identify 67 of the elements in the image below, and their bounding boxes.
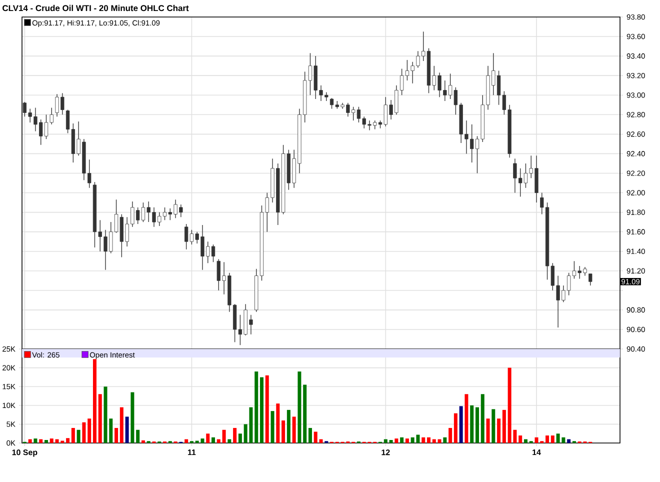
bar — [303, 384, 307, 443]
bar — [276, 404, 280, 443]
bar — [238, 434, 242, 443]
bar — [34, 438, 38, 443]
bar — [125, 416, 129, 443]
bar — [130, 392, 134, 443]
bar — [292, 416, 296, 443]
bar — [206, 434, 210, 443]
bar — [389, 440, 393, 443]
bar — [254, 372, 258, 443]
bar — [82, 422, 86, 443]
bar — [260, 377, 264, 443]
bar — [400, 437, 404, 443]
bar — [550, 435, 554, 443]
bar — [44, 440, 48, 443]
chart-title: CLV14 - Crude Oil WTI - 20 Minute OHLC Chart — [2, 4, 189, 12]
bar — [405, 438, 409, 443]
bar — [486, 418, 490, 443]
bar — [286, 410, 290, 443]
bar — [448, 428, 452, 443]
bar — [459, 406, 463, 443]
bar — [66, 438, 70, 443]
bar — [443, 437, 447, 443]
bar — [76, 430, 80, 443]
bar — [88, 418, 92, 443]
bar — [475, 407, 479, 443]
bar — [233, 428, 237, 443]
bar — [222, 430, 226, 443]
bar — [454, 413, 458, 443]
bar — [546, 435, 550, 443]
bar — [394, 438, 398, 443]
bar — [98, 394, 102, 443]
bar — [265, 375, 269, 443]
bar — [502, 410, 506, 443]
bar — [480, 394, 484, 443]
bar — [319, 439, 323, 443]
bar — [228, 439, 232, 443]
bar — [308, 428, 312, 443]
bar — [497, 418, 501, 443]
bar — [270, 411, 274, 443]
bar — [492, 409, 496, 443]
bar — [141, 440, 145, 443]
bar — [114, 428, 118, 443]
bar — [438, 439, 442, 443]
bar — [298, 372, 302, 443]
bar — [71, 428, 75, 443]
bar — [216, 439, 220, 443]
bar — [567, 439, 571, 443]
candlestick — [588, 273, 592, 286]
bar — [464, 394, 468, 443]
bar — [422, 437, 426, 443]
bar — [184, 439, 188, 443]
bar — [518, 435, 522, 443]
bar — [432, 439, 436, 443]
bar — [136, 430, 140, 443]
bar — [282, 420, 286, 443]
bar — [28, 439, 32, 443]
bar — [212, 437, 216, 443]
bar — [92, 359, 96, 443]
bar — [314, 432, 318, 443]
bar — [427, 437, 431, 443]
bar — [39, 439, 43, 443]
bar — [384, 439, 388, 443]
bar — [50, 438, 54, 443]
bar — [470, 405, 474, 443]
bar — [120, 407, 124, 443]
bar — [524, 439, 528, 443]
